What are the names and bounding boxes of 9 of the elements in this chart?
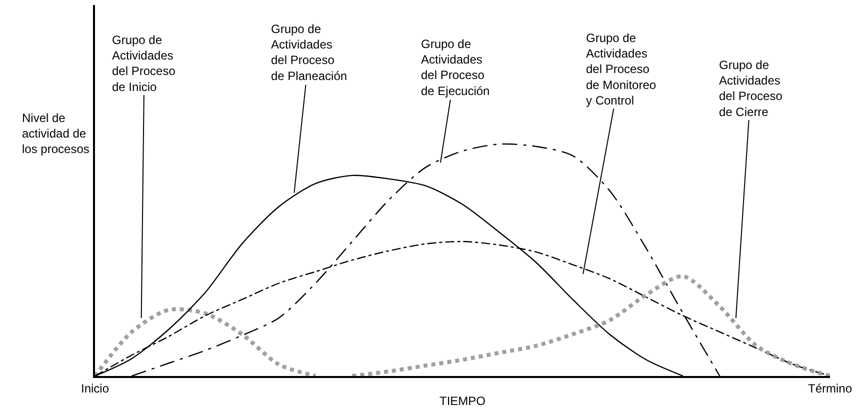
text: Grupo de Actividades del Proceso de Planeación (271, 22, 348, 83)
text: Grupo de Actividades del Proceso de Monitoreo y Control (586, 31, 656, 108)
y-axis-title: Nivel de actividad de los procesos (22, 111, 90, 156)
text: Grupo de Actividades del Proceso de Cierre (719, 58, 783, 119)
x-tick-label: Término (808, 381, 852, 396)
x-tick-label: Inicio (80, 381, 110, 396)
text: Grupo de Actividades del Proceso de Ejecución (421, 37, 490, 98)
x-axis-title: TIEMPO (439, 394, 486, 408)
text: Grupo de Actividades del Proceso de Inicio (112, 33, 176, 94)
